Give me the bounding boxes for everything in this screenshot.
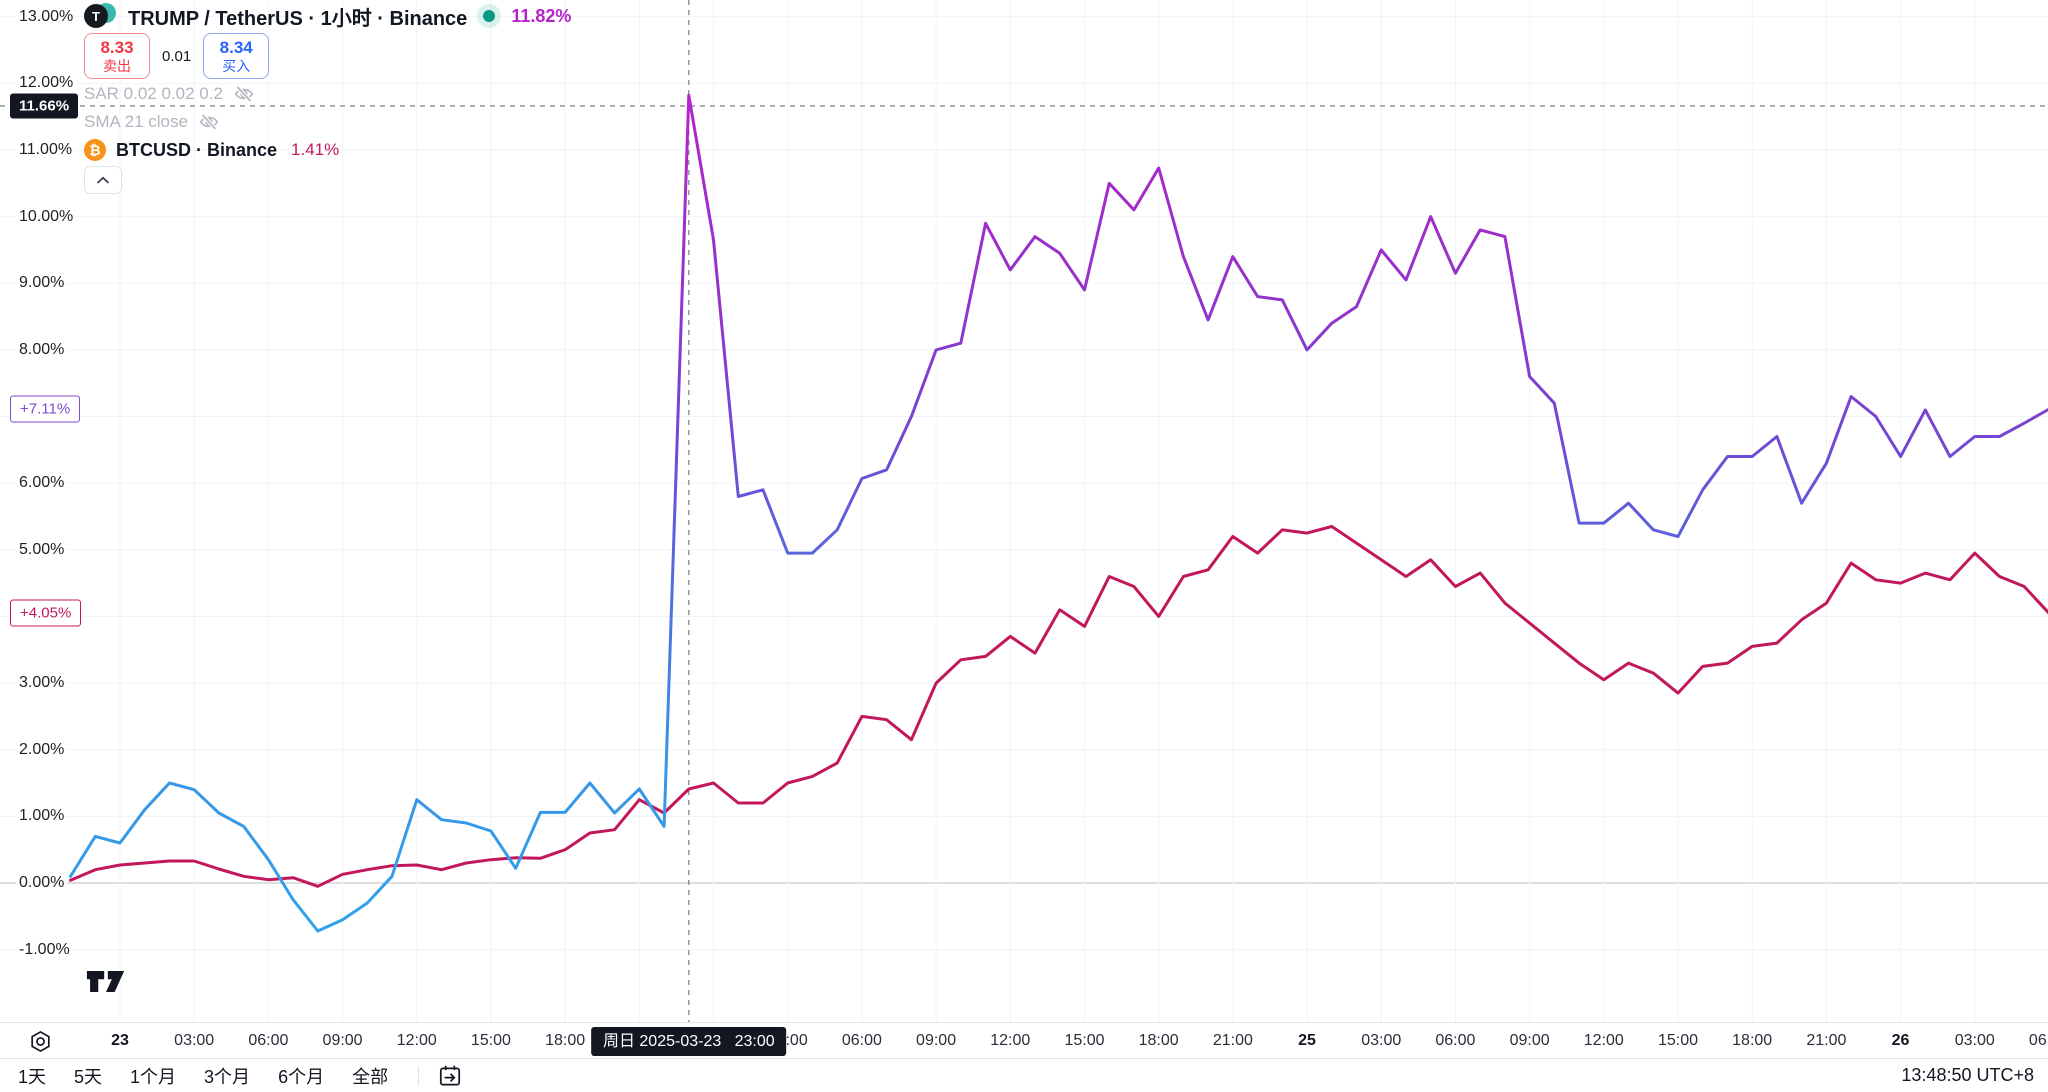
chevron-up-icon [96, 176, 110, 184]
crosshair-price-badge: 11.66% [10, 93, 79, 119]
symbol-change-value: 11.82% [511, 5, 572, 26]
eye-off-icon[interactable] [233, 83, 255, 105]
toolbar-divider [418, 1065, 420, 1086]
x-tick-label: 09:00 [322, 1032, 363, 1049]
x-tick-label: 09:00 [916, 1032, 957, 1049]
indicator-label: SAR 0.02 0.02 0.2 [84, 84, 223, 103]
indicator-label: SMA 21 close [84, 112, 188, 131]
compare-symbol-title: BTCUSD · Binance [116, 139, 278, 160]
x-tick-label: 03:00 [1361, 1032, 1402, 1049]
btc-series-line [69, 525, 2048, 888]
crosshair-time-badge: 周日 2025-03-23 23:00 [590, 1027, 787, 1057]
tradingview-logo-icon[interactable] [86, 970, 126, 998]
btc-coin-icon: ₿ [84, 139, 106, 161]
trump-coin-icon: T [84, 3, 118, 29]
time-axis[interactable]: 2303:0006:0009:0012:0015:0018:0021:00240… [0, 1022, 2048, 1059]
x-tick-label: 09:00 [1509, 1032, 1550, 1049]
x-tick-label: 23 [111, 1032, 129, 1049]
range-button-4[interactable]: 3个月 [204, 1066, 251, 1087]
x-tick-label: 12:00 [1583, 1032, 1624, 1049]
bottom-toolbar: 1天 5天 1个月 3个月 6个月 全部 13:48:50 UTC+8 [0, 1058, 2048, 1092]
compare-change-value: 1.41% [291, 140, 340, 159]
x-tick-label: 03:00 [1954, 1032, 1995, 1049]
y-axis-label: 1.00% [16, 807, 68, 826]
goto-date-button[interactable] [437, 1063, 463, 1089]
sell-label: 卖出 [103, 57, 131, 74]
series-price-badge: +4.05% [10, 599, 82, 627]
compare-symbol-row[interactable]: ₿ BTCUSD · Binance 1.41% [84, 136, 339, 164]
y-axis-label: 6.00% [16, 474, 68, 493]
time-axis-settings-icon[interactable] [28, 1029, 53, 1059]
y-axis-label: 2.00% [16, 740, 68, 759]
x-tick-label: 21:00 [1806, 1032, 1847, 1049]
x-tick-label: 21:00 [1212, 1032, 1253, 1049]
range-button-1[interactable]: 1天 [18, 1066, 47, 1087]
x-tick-label: 12:00 [990, 1032, 1031, 1049]
y-axis-label: 11.00% [16, 140, 76, 159]
x-tick-label: 18:00 [545, 1032, 586, 1049]
eye-off-icon[interactable] [198, 111, 220, 133]
clock-label[interactable]: 13:48:50 UTC+8 [1901, 1065, 2034, 1085]
x-tick-label: 06:00 [841, 1032, 882, 1049]
range-button-3[interactable]: 1个月 [130, 1066, 177, 1087]
x-tick-label: 26 [1891, 1032, 1910, 1049]
y-axis-label: 13.00% [16, 7, 77, 26]
y-axis-label: 10.00% [16, 207, 77, 226]
buy-label: 买入 [222, 57, 251, 74]
symbol-title[interactable]: TRUMP / TetherUS · 1小时 · Binance [128, 7, 468, 30]
x-tick-label: 06:00 [1435, 1032, 1476, 1049]
y-axis-label: 3.00% [16, 674, 68, 693]
trade-buttons-row: 8.33 卖出 0.01 8.34 买入 [84, 32, 270, 80]
grid-lines [0, 0, 2048, 1022]
y-axis-label: 0.00% [16, 874, 68, 892]
x-tick-label: 03:00 [174, 1032, 215, 1049]
indicator-row-sma[interactable]: SMA 21 close [84, 110, 220, 134]
buy-price: 8.34 [219, 38, 253, 58]
x-tick-label: 18:00 [1732, 1032, 1773, 1049]
x-tick-label: 12:00 [396, 1032, 437, 1049]
x-tick-label: 06:00 [2028, 1032, 2048, 1049]
symbol-row[interactable]: T TRUMP / TetherUS · 1小时 · Binance 11.82… [84, 2, 571, 30]
price-chart[interactable] [0, 0, 2048, 1022]
y-axis-label: 12.00% [16, 74, 77, 93]
market-status-dot-icon[interactable] [483, 10, 496, 22]
range-button-2[interactable]: 5天 [74, 1066, 103, 1087]
y-axis-label: 8.00% [16, 340, 68, 359]
y-axis-label: -1.00% [16, 940, 73, 959]
series-price-badge: +7.11% [10, 395, 81, 423]
x-tick-label: 15:00 [1657, 1032, 1699, 1049]
range-button-6[interactable]: 全部 [352, 1066, 389, 1087]
x-tick-label: 18:00 [1138, 1032, 1179, 1049]
sell-button[interactable]: 8.33 卖出 [84, 33, 150, 79]
x-tick-label: 06:00 [248, 1032, 289, 1049]
x-tick-label: 15:00 [1064, 1032, 1105, 1049]
indicator-row-sar[interactable]: SAR 0.02 0.02 0.2 [84, 82, 255, 106]
x-tick-label: 15:00 [470, 1032, 511, 1049]
calendar-arrow-icon [440, 1065, 461, 1086]
spread-value: 0.01 [162, 47, 192, 65]
legend-collapse-button[interactable] [84, 166, 122, 194]
buy-button[interactable]: 8.34 买入 [203, 33, 270, 79]
y-axis-label: 9.00% [16, 274, 68, 293]
x-tick-label: 25 [1298, 1032, 1316, 1049]
trump-series-line [69, 93, 2048, 933]
range-button-5[interactable]: 6个月 [278, 1066, 325, 1087]
sell-price: 8.33 [100, 38, 134, 58]
y-axis-label: 5.00% [16, 540, 68, 559]
